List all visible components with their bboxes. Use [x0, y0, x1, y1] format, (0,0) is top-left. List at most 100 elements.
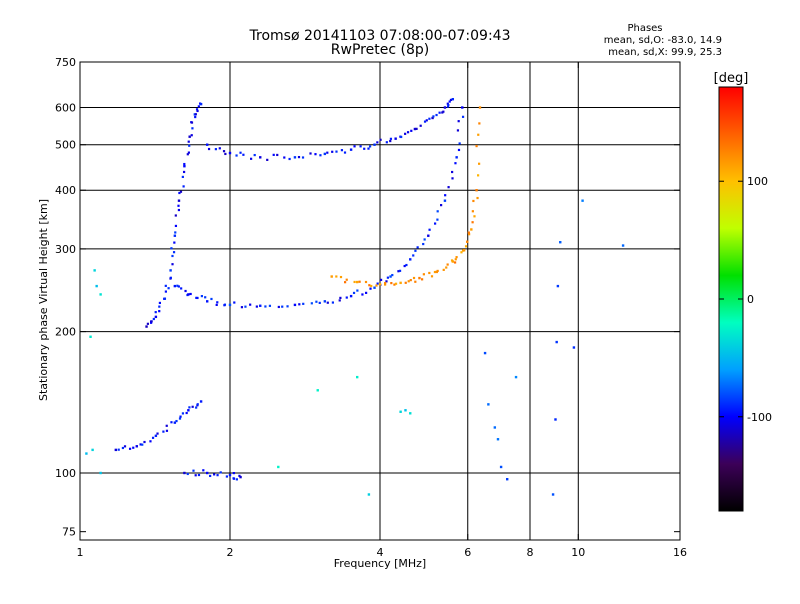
y-axis-label: Stationary phase Virtual Height [km]	[37, 199, 50, 401]
echo-point	[199, 102, 203, 106]
echo-point	[386, 276, 389, 279]
echo-point	[114, 448, 118, 452]
echo-point	[259, 304, 262, 307]
echo-point	[454, 258, 457, 261]
echo-point	[301, 156, 305, 159]
echo-point	[293, 156, 297, 159]
echo-point	[205, 143, 209, 146]
gridlines	[80, 62, 680, 540]
echo-point	[436, 210, 439, 213]
echo-point	[183, 471, 186, 475]
echo-point	[581, 199, 584, 202]
echo-point	[150, 320, 153, 323]
x-tick-label: 6	[464, 546, 471, 559]
echo-point	[188, 144, 191, 147]
echo-point	[355, 375, 359, 379]
echo-point	[99, 471, 102, 475]
echo-point	[158, 310, 161, 313]
echo-point	[123, 445, 127, 448]
echo-point	[177, 208, 181, 212]
echo-point	[466, 240, 469, 243]
echo-point	[315, 300, 318, 303]
echo-point	[451, 170, 454, 174]
echo-point	[444, 194, 447, 197]
echo-point	[235, 154, 238, 157]
echo-point	[415, 127, 418, 130]
echo-point	[182, 170, 186, 174]
echo-point	[187, 151, 190, 154]
echo-point	[293, 303, 297, 307]
echo-point	[365, 291, 368, 294]
echo-point	[174, 224, 178, 228]
plot-frame	[79, 61, 681, 541]
echo-point	[419, 124, 422, 127]
echo-point	[188, 135, 191, 138]
echo-point	[188, 406, 191, 409]
echo-point	[339, 296, 342, 300]
echo-point	[496, 438, 500, 441]
echo-point	[196, 109, 199, 113]
echo-point	[187, 409, 190, 412]
echo-point	[455, 156, 458, 159]
echo-point	[242, 153, 245, 156]
x-tick-label: 4	[377, 546, 384, 559]
y-tick-label: 100	[55, 467, 76, 480]
echo-point	[345, 278, 348, 281]
echo-point	[146, 322, 149, 325]
echo-point	[398, 269, 402, 272]
echo-point	[467, 231, 470, 234]
echo-point	[349, 294, 353, 298]
echo-point	[414, 249, 417, 252]
echo-point	[174, 231, 177, 234]
echo-point	[204, 296, 207, 299]
echo-point	[349, 148, 353, 151]
legend-line-x: mean, sd,X: 99.9, 25.3	[608, 47, 722, 58]
legend-line-o: mean, sd,O: -83.0, 14.9	[604, 35, 722, 46]
echo-point	[338, 299, 341, 302]
echo-point	[216, 474, 219, 477]
echo-point	[326, 301, 329, 304]
echo-point	[172, 251, 176, 254]
echo-point	[145, 325, 148, 328]
echo-point	[554, 418, 557, 421]
echo-point	[468, 233, 471, 236]
echo-point	[393, 283, 396, 286]
echo-point	[343, 151, 347, 154]
echo-point	[197, 473, 201, 477]
echo-point	[399, 410, 402, 413]
echo-point	[442, 110, 445, 113]
x-tick-label: 1	[77, 546, 84, 559]
echo-point	[428, 228, 431, 231]
echo-point	[376, 282, 379, 285]
colorbar-tick-label: 100	[747, 175, 768, 188]
echo-point	[183, 164, 186, 168]
echo-point	[389, 139, 392, 143]
echo-point	[368, 145, 372, 148]
echo-point	[446, 105, 450, 108]
colorbar-ticks: 100 0 -100	[719, 175, 772, 424]
echo-point	[167, 287, 170, 290]
echo-point	[373, 143, 376, 146]
echo-point	[240, 306, 244, 309]
echo-point	[194, 474, 197, 477]
echo-point	[194, 113, 197, 116]
echo-point	[551, 493, 555, 496]
echo-point	[228, 303, 232, 307]
echo-point	[316, 389, 319, 392]
echo-point	[472, 199, 475, 203]
x-axis-label: Frequency [MHz]	[334, 557, 426, 570]
echo-point	[143, 440, 146, 444]
echo-point	[446, 263, 449, 266]
echo-point	[238, 474, 241, 477]
echo-point	[477, 174, 480, 177]
echo-point	[447, 186, 450, 189]
echo-point	[173, 284, 177, 288]
echo-point	[286, 305, 289, 308]
echo-point	[345, 296, 348, 299]
echo-point	[457, 148, 461, 152]
echo-point	[457, 120, 460, 123]
echo-point	[369, 287, 372, 290]
echo-point	[318, 301, 321, 304]
echo-point	[194, 115, 197, 119]
